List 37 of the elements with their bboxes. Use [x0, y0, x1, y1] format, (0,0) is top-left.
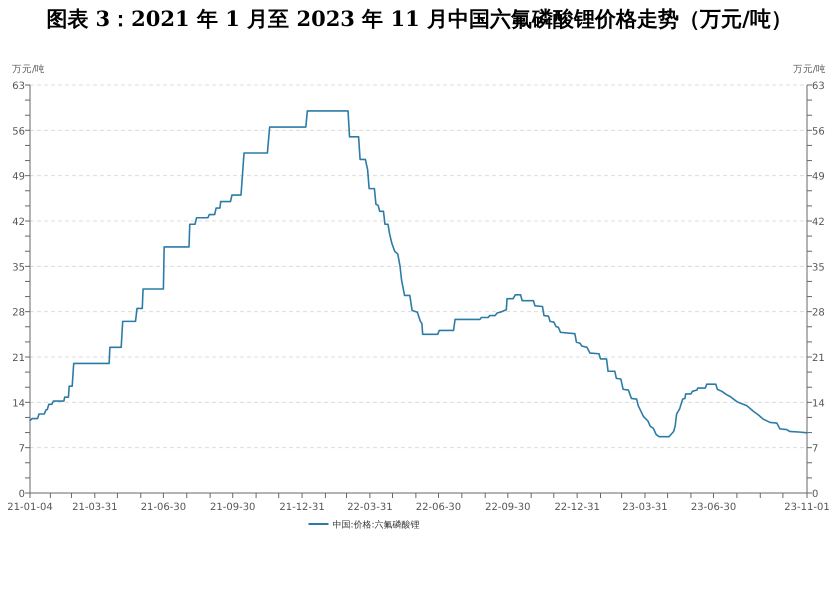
y2-tick-label: 7 [812, 444, 818, 455]
y-tick-label: 63 [12, 81, 25, 92]
y2-tick-label: 49 [812, 172, 825, 183]
y-tick-label: 35 [12, 262, 25, 274]
y2-tick-label: 28 [812, 308, 825, 319]
x-tick-label: 21-06-30 [140, 502, 186, 513]
y2-tick-label: 21 [812, 353, 825, 364]
y-tick-label: 21 [12, 353, 25, 364]
x-tick-label: 23-03-31 [622, 502, 668, 513]
x-tick-label: 23-06-30 [690, 502, 736, 513]
x-tick-label: 21-03-31 [72, 502, 118, 513]
x-tick-label: 22-12-31 [554, 502, 600, 513]
y2-tick-label: 63 [812, 81, 825, 92]
y2-axis-title: 万元/吨 [792, 63, 826, 75]
x-tick-label: 23-11-01 [784, 502, 830, 513]
y2-tick-label: 14 [812, 398, 825, 410]
y-tick-label: 0 [18, 489, 25, 500]
x-tick-label: 21-09-30 [210, 502, 256, 513]
y-tick-label: 28 [12, 308, 25, 319]
y2-tick-label: 35 [812, 262, 825, 274]
x-tick-label: 22-03-31 [347, 502, 393, 513]
x-tick-label: 21-12-31 [279, 502, 325, 513]
x-tick-label: 22-09-30 [485, 502, 530, 513]
y-tick-label: 7 [18, 444, 25, 455]
y-tick-label: 49 [12, 172, 25, 183]
legend-label: 中国:价格:六氟磷酸锂 [332, 520, 420, 530]
chart-title: 图表 3：2021 年 1 月至 2023 年 11 月中国六氟磷酸锂价格走势（万元/吨） [46, 6, 792, 31]
y2-tick-label: 56 [812, 126, 825, 138]
y-tick-label: 42 [12, 217, 25, 228]
y-tick-label: 56 [12, 126, 25, 138]
y-tick-label: 14 [12, 398, 25, 410]
line-series [29, 110, 808, 438]
x-tick-label: 21-01-04 [7, 502, 53, 513]
x-tick-label: 22-06-30 [416, 502, 462, 513]
y-axis-title: 万元/吨 [12, 63, 46, 75]
y2-tick-label: 0 [812, 489, 818, 500]
y2-tick-label: 42 [812, 217, 825, 228]
